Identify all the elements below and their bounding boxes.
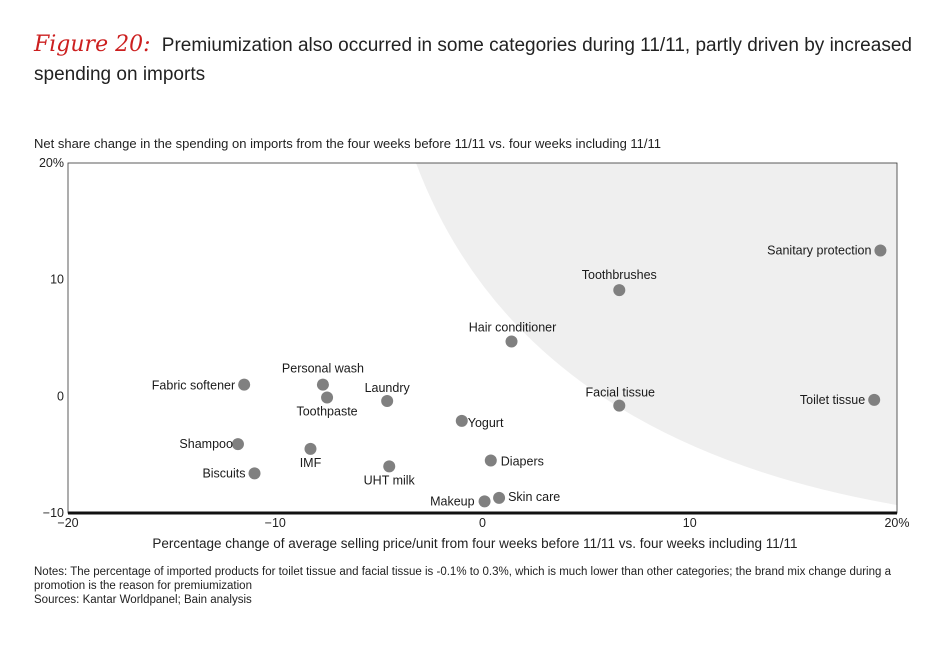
x-tick-label: 0 <box>479 516 486 530</box>
point-label: Yogurt <box>468 416 504 430</box>
data-point <box>874 244 887 257</box>
point-label: IMF <box>300 456 322 470</box>
notes: Notes: The percentage of imported produc… <box>34 565 914 607</box>
point-label: Toilet tissue <box>800 393 865 407</box>
point-label: Laundry <box>365 381 411 395</box>
point-label: Toothpaste <box>296 405 357 419</box>
notes-text: Notes: The percentage of imported produc… <box>34 566 891 592</box>
figure-title: Premiumization also occurred in some cat… <box>34 35 912 85</box>
data-point <box>493 491 506 504</box>
data-point <box>868 393 881 406</box>
data-point <box>613 399 626 412</box>
point-label: Diapers <box>501 455 544 469</box>
data-point <box>383 460 396 473</box>
data-point <box>321 391 334 404</box>
x-axis-caption: Percentage change of average selling pri… <box>152 536 798 551</box>
point-label: Toothbrushes <box>582 268 657 282</box>
figure-label: Figure 20: <box>34 32 151 57</box>
data-point <box>238 378 251 391</box>
point-label: Biscuits <box>202 466 245 480</box>
point-label: Personal wash <box>282 362 364 376</box>
y-axis-caption: Net share change in the spending on impo… <box>34 136 662 151</box>
point-label: Fabric softener <box>152 379 235 393</box>
data-point <box>381 395 394 407</box>
premiumization-zone <box>416 163 897 505</box>
data-point <box>248 467 261 480</box>
x-tick-label: 20% <box>884 516 909 530</box>
data-point <box>478 495 491 508</box>
y-tick-label: 10 <box>50 273 64 287</box>
point-label: Shampoo <box>179 437 233 451</box>
y-tick-label: 0 <box>57 389 64 403</box>
data-point <box>484 454 497 467</box>
y-tick-label: 20% <box>39 156 64 170</box>
point-label: Hair conditioner <box>469 321 557 335</box>
figure-header: Figure 20: Premiumization also occurred … <box>34 30 924 89</box>
point-label: Makeup <box>430 494 475 508</box>
data-point <box>505 335 518 348</box>
data-point <box>316 378 329 391</box>
data-point <box>613 284 626 297</box>
point-label: Skin care <box>508 490 560 504</box>
point-label: UHT milk <box>364 473 416 487</box>
sources-text: Sources: Kantar Worldpanel; Bain analysi… <box>34 594 252 606</box>
data-point <box>455 414 468 427</box>
point-label: Facial tissue <box>586 386 656 400</box>
x-tick-label: 10 <box>683 516 697 530</box>
point-label: Sanitary protection <box>767 244 871 258</box>
data-point <box>304 442 317 455</box>
x-tick-label: −20 <box>57 516 78 530</box>
data-point <box>231 438 244 451</box>
y-tick-label: −10 <box>43 506 64 520</box>
x-tick-label: −10 <box>265 516 286 530</box>
